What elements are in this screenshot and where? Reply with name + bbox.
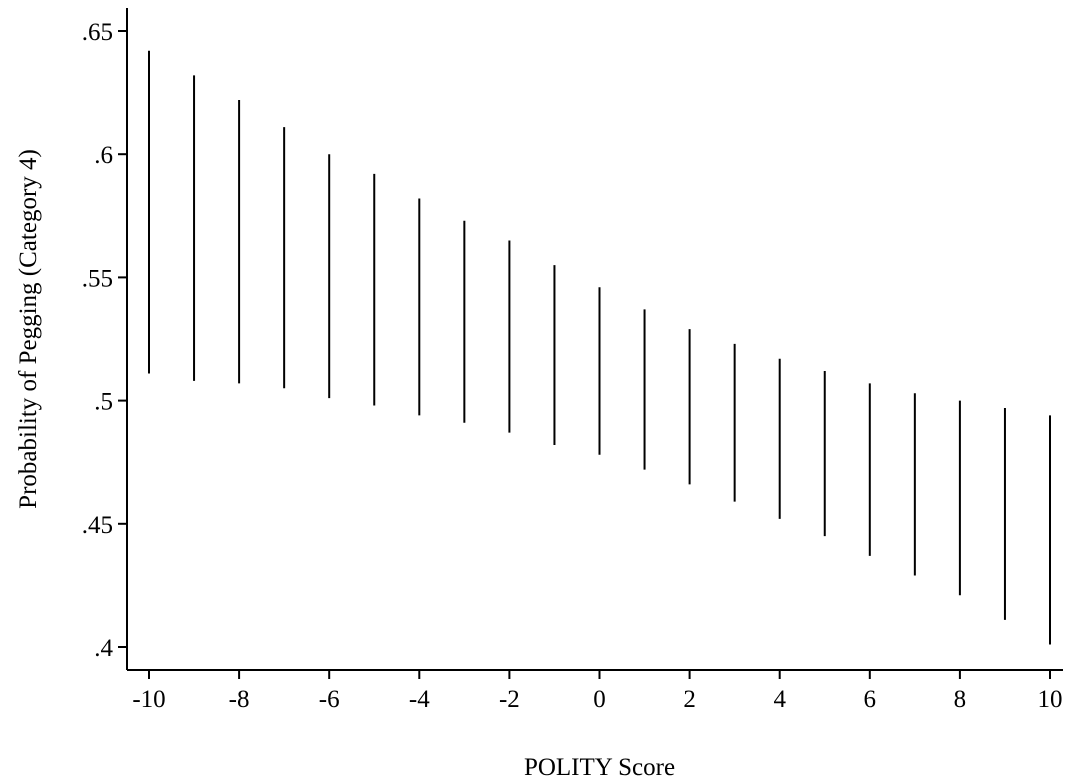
x-tick-label: -8 bbox=[229, 686, 250, 713]
plot-area bbox=[148, 50, 1051, 645]
x-tick-label: 10 bbox=[1038, 686, 1063, 713]
ticks: .4 .45 .5 .55 .6 .65 -10 -8 -6 -4 -2 0 2 4 6 8 10 bbox=[82, 19, 1063, 713]
y-tick-label: .4 bbox=[94, 635, 113, 662]
y-tick-label: .55 bbox=[82, 265, 113, 292]
y-tick-label: .45 bbox=[82, 512, 113, 539]
x-axis-title: POLITY Score bbox=[524, 754, 675, 781]
y-tick-label: .65 bbox=[82, 19, 113, 46]
y-tick-label: .6 bbox=[94, 142, 113, 169]
x-tick-label: -2 bbox=[499, 686, 520, 713]
y-tick-label: .5 bbox=[94, 389, 113, 416]
x-tick-label: 2 bbox=[683, 686, 696, 713]
x-tick-label: 6 bbox=[864, 686, 877, 713]
x-tick-label: 4 bbox=[773, 686, 786, 713]
x-tick-label: -6 bbox=[319, 686, 340, 713]
y-axis-title: Probability of Pegging (Category 4) bbox=[15, 149, 42, 509]
x-tick-label: -10 bbox=[132, 686, 165, 713]
x-tick-label: 8 bbox=[954, 686, 967, 713]
axes bbox=[126, 8, 1063, 671]
x-tick-label: -4 bbox=[409, 686, 430, 713]
x-tick-label: 0 bbox=[593, 686, 606, 713]
